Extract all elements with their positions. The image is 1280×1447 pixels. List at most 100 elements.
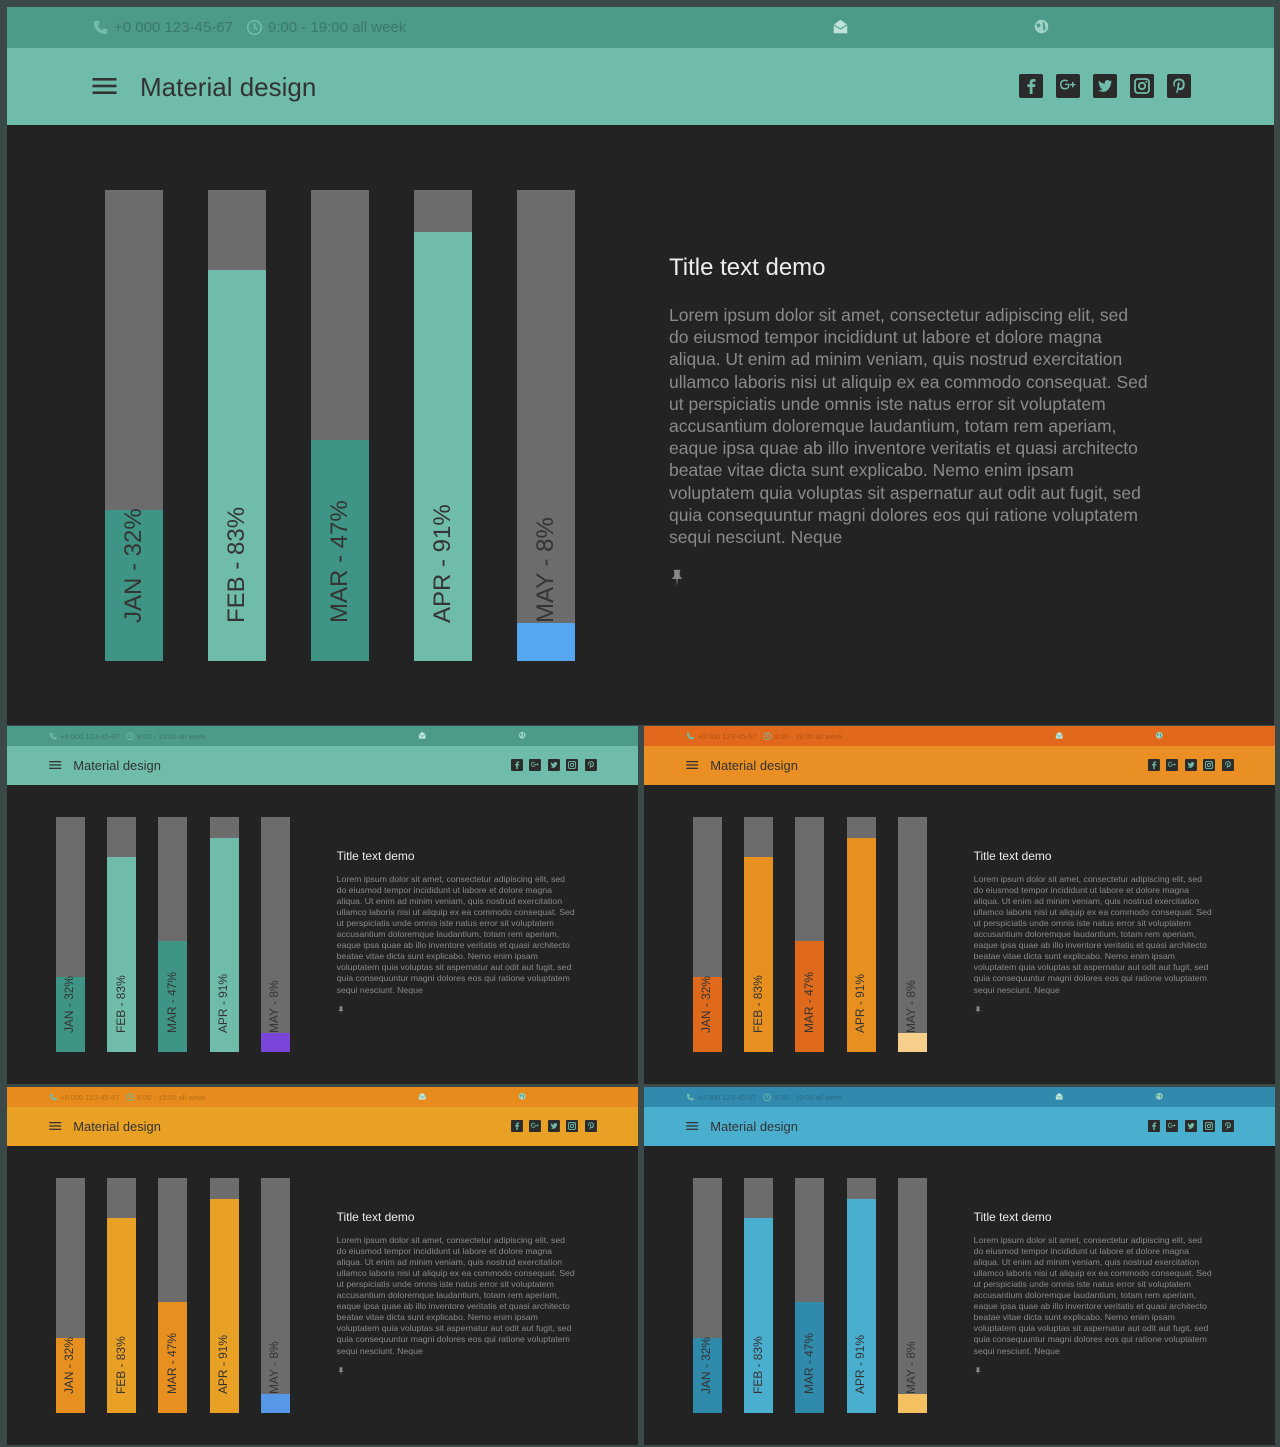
- pinterest-icon[interactable]: [584, 759, 597, 772]
- contact-bar: +0 000 123-45-67 9:00 - 19:00 all week: [7, 726, 638, 747]
- bar-fill-apr: [846, 1199, 876, 1413]
- opening-hours: 9:00 - 19:00 all week: [267, 19, 407, 36]
- content-title: Title text demo: [336, 849, 415, 863]
- facebook-icon[interactable]: [1019, 74, 1043, 98]
- app-title[interactable]: Material design: [73, 1118, 161, 1134]
- instagram-icon[interactable]: [566, 759, 579, 772]
- bar-label-apr: APR - 91%: [853, 973, 868, 1033]
- opening-hours: 9:00 - 19:00 all week: [136, 731, 206, 741]
- app-title[interactable]: Material design: [73, 757, 161, 773]
- bar-mar: MAR - 47%: [795, 1178, 825, 1413]
- pinterest-icon[interactable]: [584, 1120, 597, 1133]
- globe-icon[interactable]: [1033, 18, 1050, 35]
- mail-open-icon[interactable]: [1055, 731, 1063, 740]
- twitter-icon[interactable]: [547, 759, 560, 772]
- contact-bar: +0 000 123-45-67 9:00 - 19:00 all week: [644, 1087, 1275, 1108]
- phone-number[interactable]: +0 000 123-45-67: [60, 731, 120, 741]
- globe-icon[interactable]: [1155, 1092, 1163, 1101]
- hamburger-menu-icon[interactable]: [686, 760, 699, 770]
- bar-may: MAY - 8%: [517, 190, 575, 661]
- app-title[interactable]: Material design: [140, 72, 317, 102]
- bar-label-jan: JAN - 32%: [699, 1336, 714, 1394]
- clock-icon: [763, 1093, 771, 1101]
- bar-feb: FEB - 83%: [107, 1178, 136, 1413]
- facebook-icon[interactable]: [1147, 759, 1160, 772]
- instagram-icon[interactable]: [1203, 1120, 1216, 1133]
- facebook-icon[interactable]: [510, 759, 523, 772]
- phone-icon: [93, 20, 108, 35]
- bar-fill-jan: [55, 976, 85, 1052]
- app-title[interactable]: Material design: [710, 757, 798, 773]
- mail-open-icon[interactable]: [1055, 1092, 1063, 1101]
- bar-jan: JAN - 32%: [692, 1178, 722, 1413]
- bar-jan: JAN - 32%: [55, 817, 85, 1052]
- hamburger-menu-icon[interactable]: [49, 1121, 62, 1131]
- contact-info: +0 000 123-45-67 9:00 - 19:00 all week: [686, 1087, 843, 1107]
- phone-number[interactable]: +0 000 123-45-67: [697, 731, 757, 741]
- hamburger-menu-icon[interactable]: [686, 1121, 699, 1131]
- bar-feb: FEB - 83%: [744, 1178, 773, 1413]
- slide-5: +0 000 123-45-67 9:00 - 19:00 all week Mat…: [644, 1087, 1275, 1445]
- bar-fill-mar: [311, 439, 369, 661]
- twitter-icon[interactable]: [1184, 759, 1197, 772]
- facebook-icon[interactable]: [1147, 1120, 1160, 1133]
- contact-info: +0 000 123-45-67 9:00 - 19:00 all week: [92, 7, 406, 48]
- phone-number[interactable]: +0 000 123-45-67: [697, 1092, 757, 1102]
- bar-fill-jan: [692, 976, 722, 1052]
- bar-fill-may: [897, 1393, 927, 1413]
- phone-icon: [687, 732, 694, 740]
- bar-fill-mar: [795, 941, 825, 1052]
- social-links: [1147, 1120, 1234, 1133]
- globe-icon[interactable]: [518, 731, 526, 740]
- hamburger-menu-icon[interactable]: [92, 76, 117, 96]
- bar-mar: MAR - 47%: [158, 817, 188, 1052]
- pinterest-icon[interactable]: [1167, 74, 1191, 98]
- google-plus-icon[interactable]: [1056, 74, 1080, 98]
- google-plus-icon[interactable]: [1166, 1120, 1179, 1133]
- bar-label-jan: JAN - 32%: [62, 1336, 77, 1394]
- instagram-icon[interactable]: [1203, 759, 1216, 772]
- globe-icon[interactable]: [1155, 731, 1163, 740]
- google-plus-icon[interactable]: [529, 759, 542, 772]
- twitter-icon[interactable]: [547, 1120, 560, 1133]
- bar-label-apr: APR - 91%: [216, 973, 231, 1033]
- bar-may: MAY - 8%: [897, 817, 927, 1052]
- hamburger-menu-icon[interactable]: [49, 760, 62, 770]
- clock-icon: [126, 1093, 134, 1101]
- phone-number[interactable]: +0 000 123-45-67: [114, 19, 233, 36]
- bar-fill-apr: [209, 1199, 239, 1413]
- mail-open-icon[interactable]: [832, 18, 849, 35]
- twitter-icon[interactable]: [1093, 74, 1117, 98]
- slide-2: +0 000 123-45-67 9:00 - 19:00 all week Mat…: [7, 726, 638, 1084]
- slide-3: +0 000 123-45-67 9:00 - 19:00 all week Mat…: [644, 726, 1275, 1084]
- bar-fill-mar: [158, 941, 188, 1052]
- bar-fill-feb: [107, 1218, 136, 1413]
- facebook-icon[interactable]: [510, 1120, 523, 1133]
- pinterest-icon[interactable]: [1221, 1120, 1234, 1133]
- social-links: [1147, 759, 1234, 772]
- bar-label-may: MAY - 8%: [267, 980, 282, 1033]
- google-plus-icon[interactable]: [529, 1120, 542, 1133]
- social-links: [1019, 74, 1191, 98]
- pinterest-icon[interactable]: [1221, 759, 1234, 772]
- phone-number[interactable]: +0 000 123-45-67: [60, 1092, 120, 1102]
- app-title[interactable]: Material design: [710, 1118, 798, 1134]
- clock-icon: [246, 19, 263, 36]
- mail-open-icon[interactable]: [418, 1092, 426, 1101]
- google-plus-icon[interactable]: [1166, 759, 1179, 772]
- bar-mar: MAR - 47%: [795, 817, 825, 1052]
- mail-open-icon[interactable]: [418, 731, 426, 740]
- bar-fill-apr: [209, 838, 239, 1052]
- phone-icon: [50, 1093, 57, 1101]
- twitter-icon[interactable]: [1184, 1120, 1197, 1133]
- bar-jan: JAN - 32%: [55, 1178, 85, 1413]
- bar-fill-may: [260, 1032, 290, 1052]
- bar-label-feb: FEB - 83%: [223, 506, 250, 623]
- bar-feb: FEB - 83%: [744, 817, 773, 1052]
- bar-label-may: MAY - 8%: [267, 1341, 282, 1394]
- globe-icon[interactable]: [518, 1092, 526, 1101]
- bar-fill-mar: [795, 1302, 825, 1413]
- bar-jan: JAN - 32%: [105, 190, 163, 661]
- instagram-icon[interactable]: [1130, 74, 1154, 98]
- instagram-icon[interactable]: [566, 1120, 579, 1133]
